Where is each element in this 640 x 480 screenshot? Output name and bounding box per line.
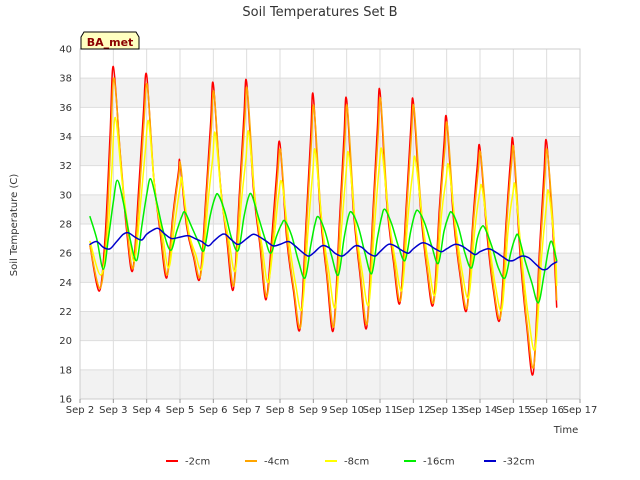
plot-band (80, 78, 580, 108)
legend-item-16cmcm: -16cm (404, 457, 455, 468)
y-tick-label: 28 (59, 220, 72, 231)
y-tick-label: 36 (59, 103, 72, 114)
legend: -2cm -4cm -8cm -16cm -32cm (166, 457, 535, 468)
x-tick-label: Sep 4 (132, 405, 160, 416)
station-badge-box (80, 31, 140, 50)
series-line-8cmcm (89, 116, 558, 351)
y-axis-ticks: 16 18 20 22 24 26 28 30 32 34 36 38 40 (59, 45, 72, 406)
y-tick-label: 38 (59, 74, 72, 85)
x-tick-label: Sep 8 (266, 405, 294, 416)
x-tick-label: Sep 12 (396, 405, 431, 416)
x-tick-label: Sep 5 (166, 405, 194, 416)
x-tick-label: Sep 7 (232, 405, 260, 416)
y-tick-label: 30 (59, 190, 72, 201)
y-tick-label: 34 (59, 132, 72, 143)
legend-item-2cmcm: -2cm (166, 457, 210, 468)
y-axis-title: Soil Temperature (C) (9, 174, 20, 277)
legend-item-32cmcm: -32cm (484, 457, 535, 468)
legend-label: -32cm (503, 457, 535, 468)
plot-frame (79, 48, 581, 400)
plot-band (80, 49, 580, 79)
plot-band (80, 340, 580, 370)
plot-band (80, 194, 580, 224)
chart-title: Soil Temperatures Set B (242, 5, 397, 20)
legend-item-4cmcm: -4cm (245, 457, 289, 468)
y-tick-label: 16 (59, 395, 72, 406)
station-badge: BA_met (80, 31, 140, 50)
x-tick-label: Sep 14 (463, 405, 498, 416)
plot-band (80, 107, 580, 137)
x-tick-label: Sep 13 (429, 405, 464, 416)
y-tick-label: 40 (59, 45, 72, 56)
x-axis-ticks: Sep 2 Sep 3 Sep 4 Sep 5 Sep 6 Sep 7 Sep 8 Sep 9… (66, 399, 598, 416)
x-tick-label: Sep 3 (99, 405, 127, 416)
y-tick-label: 24 (59, 278, 72, 289)
series-line-16cmcm (89, 178, 558, 304)
legend-label: -2cm (185, 457, 210, 468)
x-tick-label: Sep 17 (563, 405, 598, 416)
station-badge-label: BA_met (87, 36, 134, 49)
series-line-32cmcm (89, 227, 558, 271)
x-tick-label: Sep 16 (529, 405, 564, 416)
x-tick-label: Sep 6 (199, 405, 227, 416)
y-tick-label: 18 (59, 365, 72, 376)
x-tick-label: Sep 10 (329, 405, 364, 416)
series-layer (89, 65, 558, 376)
plot-band (80, 165, 580, 195)
legend-item-8cmcm: -8cm (325, 457, 369, 468)
y-tick-label: 20 (59, 336, 72, 347)
plot-band (80, 136, 580, 166)
series-line-4cmcm (89, 77, 558, 369)
x-tick-label: Sep 2 (66, 405, 94, 416)
legend-label: -8cm (344, 457, 369, 468)
y-tick-label: 22 (59, 307, 72, 318)
plot-band (80, 369, 580, 399)
x-tick-label: Sep 9 (299, 405, 327, 416)
x-tick-label: Sep 11 (363, 405, 398, 416)
y-tick-label: 26 (59, 249, 72, 260)
legend-label: -16cm (423, 457, 455, 468)
y-tick-label: 32 (59, 161, 72, 172)
x-tick-label: Sep 15 (496, 405, 531, 416)
legend-label: -4cm (264, 457, 289, 468)
x-axis-title: Time (553, 425, 578, 436)
